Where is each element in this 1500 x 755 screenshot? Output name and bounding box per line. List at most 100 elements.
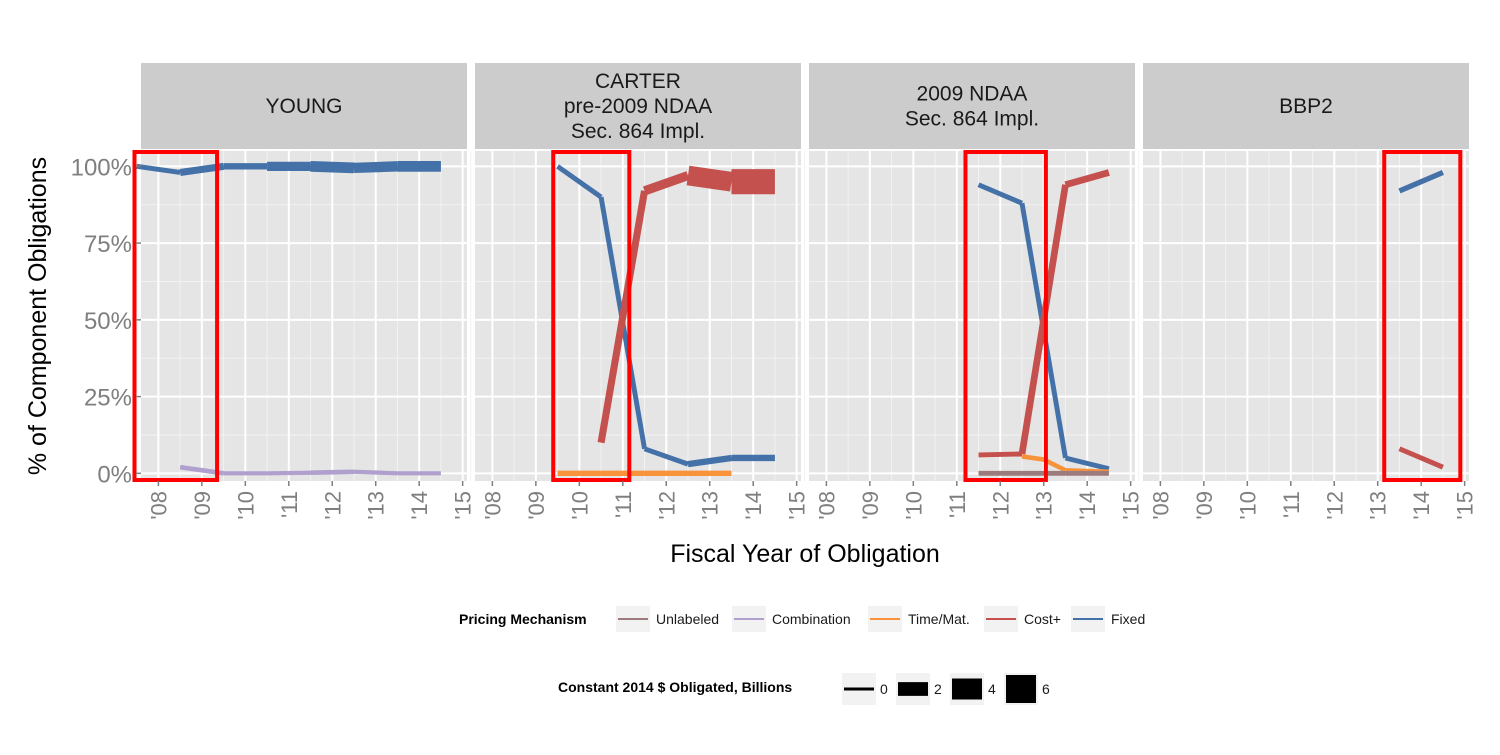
x-tick-label: '13 — [698, 491, 723, 520]
legend-entry-fixed: Fixed — [1071, 606, 1145, 632]
series-segment-fixed — [310, 161, 355, 174]
y-tick-label: 0% — [97, 461, 132, 488]
facet-strip — [809, 63, 1135, 149]
legend-size-entry-4: 4 — [950, 673, 996, 705]
legend-label: 6 — [1042, 681, 1050, 697]
x-tick-label: '15 — [1453, 491, 1478, 520]
x-axis-title: Fiscal Year of Obligation — [670, 540, 940, 568]
series-fixed — [136, 160, 441, 177]
panel-background — [141, 151, 467, 481]
series-segment-cost — [597, 190, 649, 444]
x-tick-label: '12 — [320, 491, 345, 520]
panel-background — [475, 151, 801, 481]
x-tick-label: '08 — [146, 491, 171, 520]
series-segment-time-mat — [1021, 454, 1045, 462]
legend-size-entry-0: 0 — [842, 673, 888, 705]
series-segment-fixed — [556, 164, 603, 200]
legend-entry-combination: Combination — [732, 606, 851, 632]
y-axis-title: % of Component Obligations — [24, 157, 52, 475]
legend-label: 2 — [934, 681, 942, 697]
series-segment-cost — [978, 451, 1023, 458]
x-tick-label: '12 — [1322, 491, 1347, 520]
highlight-box — [963, 150, 1048, 482]
facet-panel-bbp2: BBP2 '08 '09 '10 '11 '12 '13 '14 '15 — [1138, 63, 1478, 520]
x-tick-label: '13 — [364, 491, 389, 520]
x-tick-label: '14 — [407, 491, 432, 520]
facet-strip-label: pre-2009 NDAA — [564, 95, 712, 118]
legend-label: Fixed — [1111, 611, 1145, 627]
series-segment-fixed — [1064, 455, 1110, 472]
series-fixed — [1398, 170, 1444, 194]
x-tick-label: '14 — [1075, 491, 1100, 520]
x-tick-label: '11 — [611, 491, 636, 518]
series-segment-cost — [1398, 446, 1444, 470]
x-tick-label: '12 — [654, 491, 679, 520]
x-tick-label: '09 — [858, 491, 883, 520]
x-tick-label: '09 — [524, 491, 549, 520]
facet-strip — [141, 63, 467, 149]
x-tick-label: '08 — [480, 491, 505, 520]
facet-strip-label: YOUNG — [265, 95, 342, 118]
panel-background — [1143, 151, 1469, 481]
legend-label: Combination — [772, 611, 851, 627]
legend-entry-cost: Cost+ — [984, 606, 1061, 632]
series-segment-combination — [310, 469, 355, 476]
series-segment-cost — [642, 171, 690, 196]
series-segment-fixed — [687, 454, 732, 468]
facet-strip — [475, 63, 801, 149]
legend-label: Cost+ — [1024, 611, 1061, 627]
highlight-box — [1382, 150, 1463, 482]
x-tick-label: '14 — [1409, 491, 1434, 520]
legend-title: Constant 2014 $ Obligated, Billions — [558, 679, 792, 695]
panel-background — [809, 151, 1135, 481]
legend-label: 0 — [880, 681, 888, 697]
x-tick-label: '11 — [277, 491, 302, 518]
series-segment-combination — [353, 469, 398, 476]
facet-strip-label: 2009 NDAA — [917, 83, 1028, 106]
y-tick-label: 75% — [84, 231, 132, 258]
highlight-box — [551, 150, 632, 482]
legend-obligated-size: Constant 2014 $ Obligated, Billions 0 2 4 6 — [558, 673, 1050, 705]
series-segment-fixed — [977, 182, 1023, 206]
legend-label: 4 — [988, 681, 996, 697]
facet-strip-label: CARTER — [595, 70, 681, 93]
y-tick-label: 100% — [71, 154, 132, 181]
series-segment-fixed — [643, 446, 689, 467]
x-tick-label: '13 — [1032, 491, 1057, 520]
highlight-box — [132, 150, 220, 482]
x-tick-label: '15 — [1119, 491, 1144, 520]
x-tick-label: '15 — [451, 491, 476, 520]
x-tick-label: '11 — [1279, 491, 1304, 518]
series-segment-fixed — [353, 161, 398, 174]
facet-panel-young: YOUNG '08 '09 '10 '11 '12 '13 '14 '15 — [132, 63, 476, 520]
facet-panels: YOUNG '08 '09 '10 '11 '12 '13 '14 '15 CARTERpre-2… — [71, 63, 1478, 520]
legend-size-entry-6: 6 — [1004, 673, 1050, 705]
x-tick-label: '10 — [1235, 491, 1260, 520]
x-tick-label: '11 — [945, 491, 970, 518]
x-tick-label: '12 — [988, 491, 1013, 520]
x-tick-label: '09 — [1192, 491, 1217, 520]
facet-strip-label: BBP2 — [1279, 95, 1333, 118]
series-cost — [978, 169, 1110, 458]
series-segment-cost — [686, 165, 733, 192]
x-tick-label: '08 — [1148, 491, 1173, 520]
legend-size-entry-2: 2 — [896, 673, 942, 705]
series-segment-combination — [267, 470, 311, 476]
x-tick-label: '14 — [741, 491, 766, 520]
legend-label: Time/Mat. — [908, 611, 970, 627]
x-tick-label: '10 — [901, 491, 926, 520]
series-combination — [179, 464, 441, 476]
facet-strip-label: Sec. 864 Impl. — [905, 108, 1039, 131]
legend-entry-unlabeled: Unlabeled — [616, 606, 719, 632]
x-tick-label: '10 — [567, 491, 592, 520]
series-cost — [1398, 446, 1444, 470]
series-cost — [597, 165, 775, 444]
x-tick-label: '13 — [1366, 491, 1391, 520]
series-segment-fixed — [1398, 170, 1444, 194]
x-tick-label: '08 — [814, 491, 839, 520]
legend-entry-time-mat: Time/Mat. — [868, 606, 970, 632]
